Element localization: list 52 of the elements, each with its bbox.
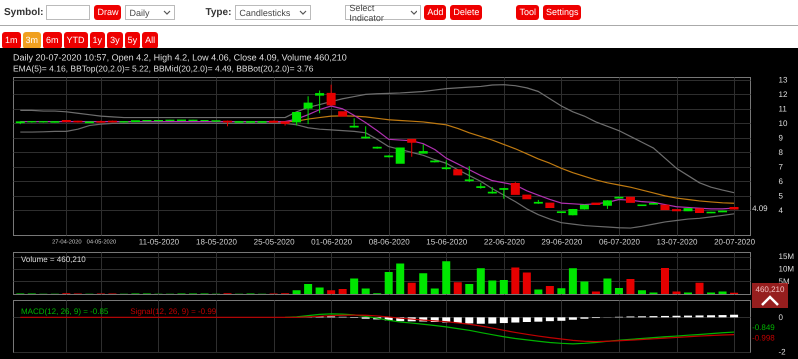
series-label: Signal(12, 26, 9) = -0.99 [130,307,217,316]
x-tick-label: 15-06-2020 [426,238,468,246]
button: Delete [450,5,482,20]
button: 3y [107,32,123,49]
button: Draw [94,5,122,20]
x-tick-label: 22-06-2020 [484,238,526,246]
scroll-top-button: 460,210 [752,283,788,308]
button: 1y [90,32,106,49]
dropdown: Select Indicator [345,5,422,20]
chart-subtitle: EMA(5)= 4.16, BBTop(20,2.0)= 5.22, BBMid(20,2.0)= 4.49, BBBot(20,2.0)= 3.76 [13,63,314,74]
x-tick-label: 06-07-2020 [598,238,640,246]
y-tick-label: 10M [778,264,794,274]
y-tick-label: 10 [778,118,788,128]
button: 3m [22,32,42,49]
button: 5y [124,32,140,49]
y-tick-label: -2 [778,348,786,356]
y-tick-label: 12 [778,90,788,99]
button: 6m [43,32,62,49]
chart-subtitle: Volume = 460,210 [21,255,86,264]
y-tick-label: 11 [778,104,788,114]
button: YTD [64,32,88,49]
button: 1m [2,32,21,49]
button: Settings [542,5,582,20]
y-tick-label: 9 [778,133,784,142]
x-tick-label: 11-05-2020 [138,238,180,246]
annotation: 4.09 [752,204,768,214]
x-tick-label: 08-06-2020 [368,238,410,246]
x-tick-label: 13-07-2020 [656,238,698,246]
y-tick-label: 6 [778,176,784,186]
y-tick-label: 0 [778,312,784,322]
button: Tool [516,5,539,20]
dropdown: Candlesticks [235,5,312,20]
button: All [142,32,158,49]
y-tick-label: 13 [778,75,788,84]
x-tick-label: 25-05-2020 [254,238,296,246]
text: MACD(12, 26, 9) = -0.85 [21,307,109,316]
text: Symbol: [4,7,44,18]
x-tick-label: 01-06-2020 [311,238,353,246]
x-tick-label: 29-06-2020 [541,238,583,246]
y-tick-label: 5 [778,191,784,200]
annotation: -0.849 [752,323,776,332]
x-tick-label: 20-07-2020 [714,238,756,246]
y-tick-label: 4 [778,206,784,215]
chart-title: Daily 20-07-2020 10:57, Open 4.2, High 4.2, Low 4.06, Close 4.09, Volume 460,210 [13,52,347,62]
y-tick-label: 7 [778,162,784,172]
annotation: -0.998 [752,334,776,343]
x-tick-label: 18-05-2020 [196,238,238,246]
y-tick-label: 8 [778,148,784,157]
text: Type: [205,7,232,18]
dropdown: Daily [125,5,176,20]
y-tick-label: 15M [778,252,794,261]
button: Add [424,5,446,20]
